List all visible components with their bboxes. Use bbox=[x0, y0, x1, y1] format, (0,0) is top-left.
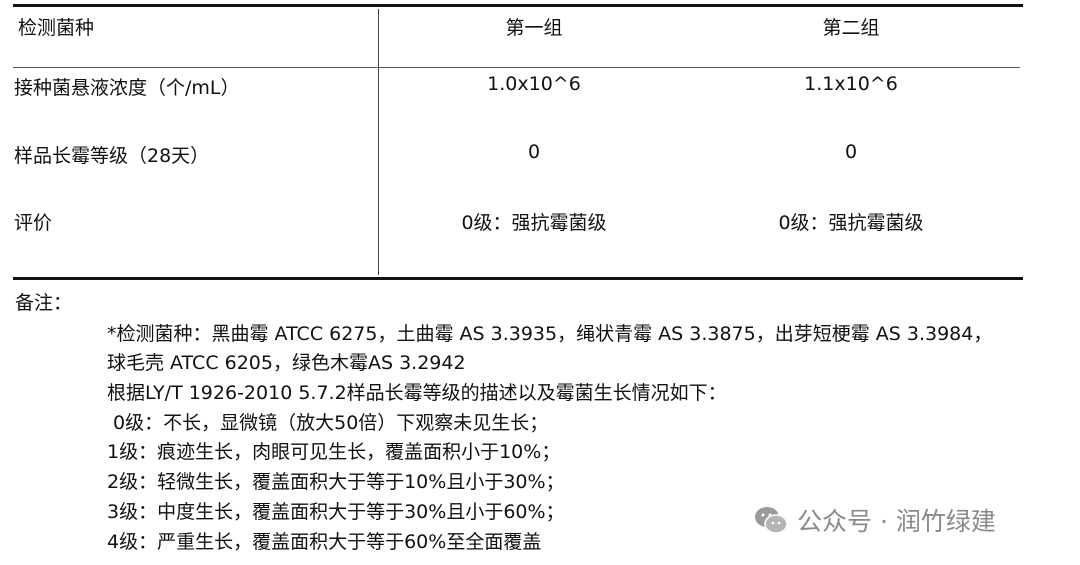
notes-title: 备注： bbox=[15, 292, 73, 314]
row-label: 样品长霉等级（28天） bbox=[14, 145, 210, 167]
row-value-group1: 1.0x10^6 bbox=[487, 73, 581, 95]
note-line: 3级：中度生长，覆盖面积大于等于30%且小于60%； bbox=[107, 501, 565, 523]
note-line: 0级：不长，显微镜（放大50倍）下观察未见生长； bbox=[107, 412, 549, 434]
note-line: 球毛壳 ATCC 6205，绿色木霉AS 3.2942 bbox=[107, 352, 466, 374]
note-line: 根据LY/T 1926-2010 5.7.2样品长霉等级的描述以及霉菌生长情况如… bbox=[107, 382, 727, 404]
row-value-group1: 0 bbox=[527, 141, 541, 163]
row-value-group1: 0级：强抗霉菌级 bbox=[461, 212, 607, 234]
table-header-rule bbox=[13, 67, 1020, 68]
header-group1: 第一组 bbox=[505, 17, 563, 39]
note-line: *检测菌种：黑曲霉 ATCC 6275，土曲霉 AS 3.3935，绳状青霉 A… bbox=[107, 323, 993, 345]
wechat-icon bbox=[755, 507, 788, 534]
row-label: 接种菌悬液浓度（个/mL） bbox=[14, 77, 240, 99]
table-bottom-rule bbox=[13, 277, 1023, 280]
note-line: 1级：痕迹生长，肉眼可见生长，覆盖面积小于10%； bbox=[107, 441, 561, 463]
table-top-rule bbox=[13, 4, 1023, 7]
table-column-divider bbox=[378, 9, 379, 275]
row-value-group2: 0级：强抗霉菌级 bbox=[778, 212, 924, 234]
header-species: 检测菌种 bbox=[18, 17, 95, 39]
note-line: 2级：轻微生长，覆盖面积大于等于10%且小于30%； bbox=[107, 471, 565, 493]
row-label: 评价 bbox=[14, 212, 53, 234]
watermark: 公众号 · 润竹绿建 bbox=[753, 502, 996, 538]
note-line: 4级：严重生长，覆盖面积大于等于60%至全面覆盖 bbox=[107, 531, 542, 553]
row-value-group2: 1.1x10^6 bbox=[804, 73, 898, 95]
row-value-group2: 0 bbox=[844, 141, 858, 163]
watermark-text: 公众号 · 润竹绿建 bbox=[797, 507, 996, 536]
header-group2: 第二组 bbox=[822, 17, 880, 39]
